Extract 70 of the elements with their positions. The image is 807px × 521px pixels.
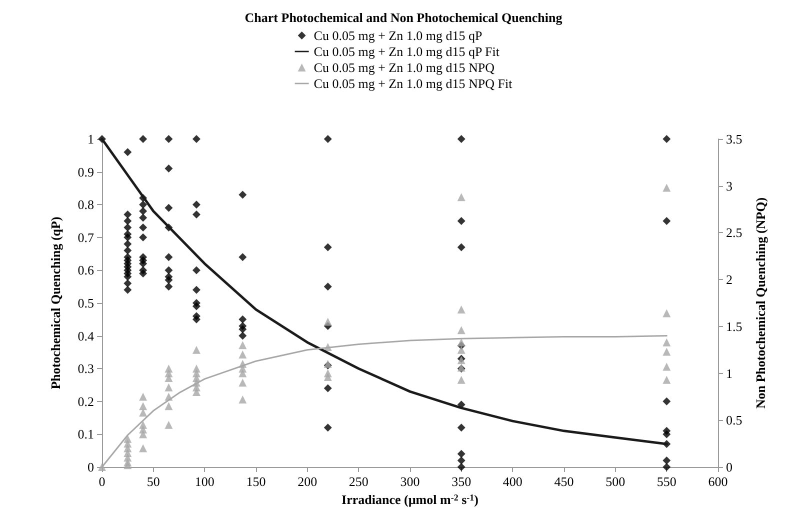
legend-label: Cu 0.05 mg + Zn 1.0 mg d15 NPQ (314, 60, 496, 75)
point (139, 402, 148, 410)
x-tick-label: 550 (656, 474, 676, 489)
x-tick-label: 350 (452, 474, 472, 489)
point (139, 392, 148, 401)
y2-tick-label: 2 (726, 272, 732, 288)
point (238, 378, 247, 387)
point (139, 430, 148, 438)
point (164, 383, 173, 392)
x-tick-label: 0 (98, 474, 106, 489)
y-tick-label: 0 (88, 460, 94, 474)
x-tick-label: 500 (606, 474, 626, 489)
y-tick-label: 1 (88, 132, 94, 146)
point (238, 341, 247, 350)
point (457, 338, 466, 346)
y2-tick-label: 3.5 (726, 132, 742, 146)
y2-tick-label: 0 (726, 460, 732, 474)
y2-tick-label: 1 (726, 366, 732, 381)
x-tick-label: 250 (348, 474, 368, 489)
y2-axis-title: Non Photochemical Quenching (NPQ) (753, 197, 768, 409)
y2-tick-label: 2.5 (726, 225, 742, 240)
point (238, 350, 247, 359)
point (324, 373, 332, 382)
point (457, 326, 466, 334)
chart-title: Chart Photochemical and Non Photochemical Quenching (244, 10, 563, 25)
point (662, 362, 671, 371)
x-tick-label: 300 (400, 474, 420, 489)
point (457, 306, 466, 314)
x-tick-label: 450 (554, 474, 574, 489)
point (139, 444, 148, 452)
point (662, 338, 671, 346)
legend-label: Cu 0.05 mg + Zn 1.0 mg d15 qP (314, 28, 482, 43)
point (662, 348, 671, 356)
point (164, 402, 173, 410)
legend-label: Cu 0.05 mg + Zn 1.0 mg d15 qP Fit (314, 44, 500, 59)
x-tick-label: 50 (146, 474, 160, 489)
point (457, 346, 466, 354)
y-axis-title: Photochemical Quenching (qP) (48, 216, 63, 390)
y-tick-label: 0.8 (78, 197, 94, 212)
point (192, 388, 200, 396)
y-tick-label: 0.5 (78, 296, 94, 310)
x-tick-label: 100 (194, 474, 214, 489)
point (324, 318, 332, 326)
y2-tick-label: 1.5 (726, 318, 742, 334)
point (139, 408, 148, 417)
y-tick-label: 0.2 (78, 394, 94, 409)
point (662, 376, 671, 384)
y-tick-label: 0.1 (78, 426, 94, 442)
point (457, 376, 466, 384)
point (662, 309, 671, 318)
y-tick-label: 0.4 (78, 328, 94, 344)
point (238, 369, 247, 378)
x-tick-label: 600 (708, 474, 728, 489)
point (457, 193, 466, 202)
y-tick-label: 0.9 (78, 164, 94, 180)
point (164, 374, 173, 382)
y-tick-label: 0.7 (78, 230, 94, 245)
point (124, 461, 132, 470)
point (238, 396, 247, 404)
y-tick-label: 0.3 (78, 361, 94, 376)
point (164, 420, 173, 429)
y2-tick-label: 0.5 (726, 412, 742, 428)
point (662, 184, 671, 192)
x-tick-label: 400 (502, 474, 522, 489)
x-tick-label: 200 (298, 474, 318, 489)
point (192, 346, 200, 354)
legend-label: Cu 0.05 mg + Zn 1.0 mg d15 NPQ Fit (314, 76, 513, 91)
y2-tick-label: 3 (726, 178, 732, 194)
x-tick-label: 150 (246, 474, 266, 489)
y-tick-label: 0.6 (78, 262, 94, 278)
